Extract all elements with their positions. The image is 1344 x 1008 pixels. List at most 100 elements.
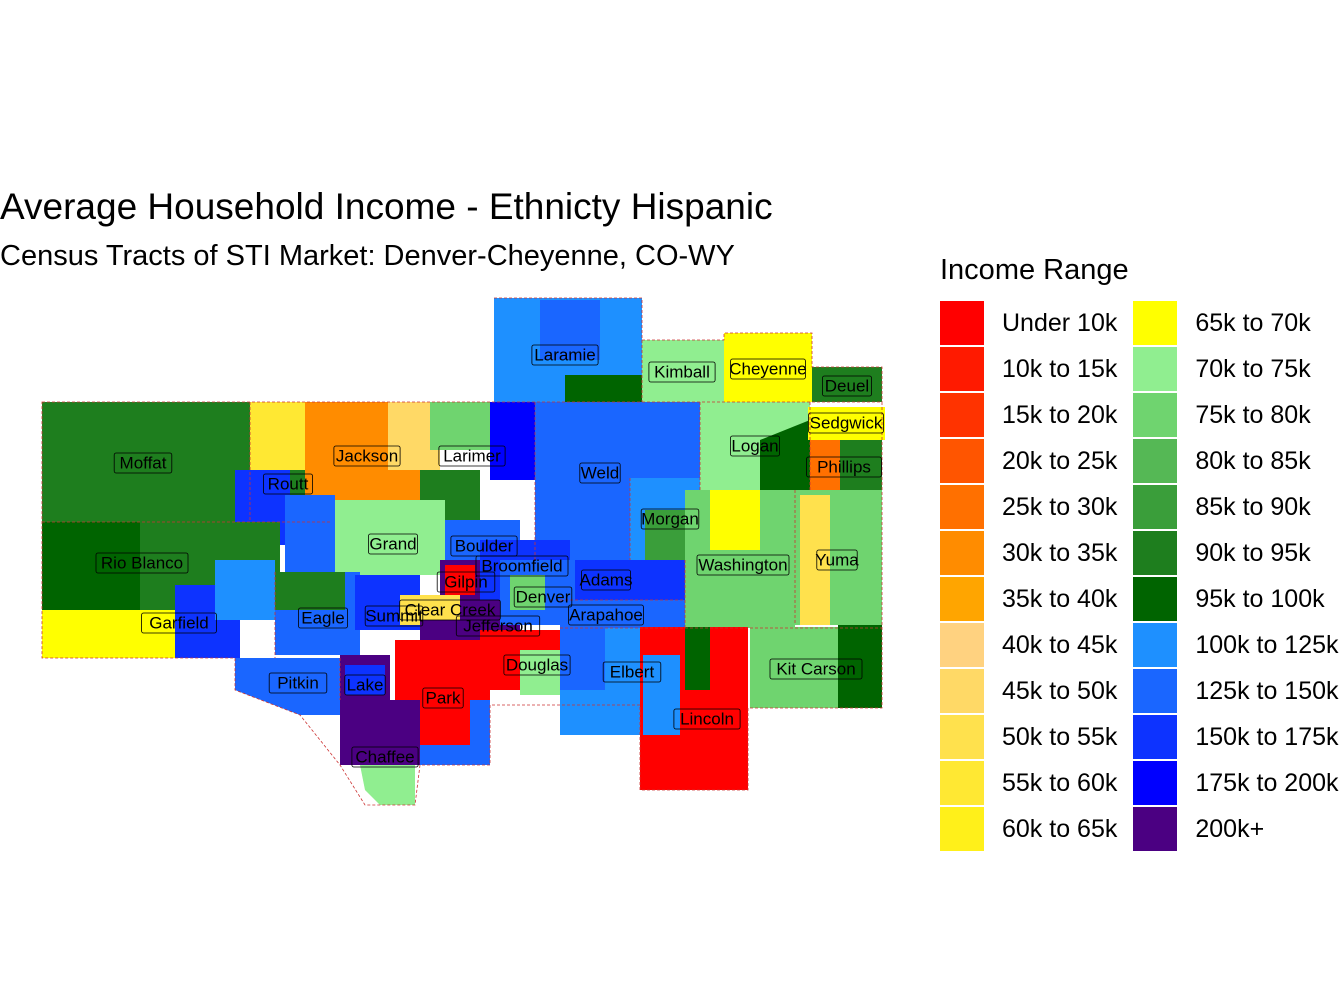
legend-item: 65k to 70k: [1133, 300, 1338, 346]
legend-label: 100k to 125k: [1195, 630, 1339, 659]
county-label-jefferson: Jefferson: [455, 615, 541, 637]
region-rio-blanco-dark: [42, 522, 140, 610]
legend-swatch: [940, 347, 984, 391]
legend-item: 150k to 175k: [1133, 714, 1339, 760]
legend-label: 35k to 40k: [1002, 584, 1118, 613]
county-label-morgan: Morgan: [640, 508, 700, 530]
region-cheyenne: [724, 333, 812, 402]
region-douglas-green: [520, 650, 560, 695]
county-label-arapahoe: Arapahoe: [568, 604, 644, 626]
legend-swatch: [1133, 623, 1178, 667]
legend-label: 200k+: [1195, 814, 1265, 843]
legend-item: 25k to 30k: [940, 484, 1117, 530]
legend-swatch: [1133, 439, 1178, 483]
county-label-lake: Lake: [344, 674, 386, 696]
legend-label: 50k to 55k: [1002, 722, 1118, 751]
county-label-adams: Adams: [580, 569, 633, 591]
county-label-eagle: Eagle: [298, 607, 348, 629]
legend-label: 55k to 60k: [1002, 768, 1118, 797]
county-label-text: Lake: [347, 676, 384, 695]
county-label-deuel: Deuel: [822, 375, 872, 397]
legend-item: 85k to 90k: [1133, 484, 1338, 530]
county-label-text: Adams: [580, 571, 633, 590]
legend-label: 90k to 95k: [1195, 538, 1311, 567]
region-routt-yellow: [250, 402, 305, 470]
county-label-chaffee: Chaffee: [351, 746, 419, 768]
county-label-yuma: Yuma: [815, 549, 859, 571]
county-label-text: Jackson: [336, 447, 398, 466]
legend-item: 75k to 80k: [1133, 392, 1338, 438]
county-label-garfield: Garfield: [141, 612, 217, 634]
map-subtitle: Census Tracts of STI Market: Denver-Chey…: [0, 240, 735, 272]
county-label-kimball: Kimball: [648, 361, 716, 383]
county-label-phillips: Phillips: [806, 456, 882, 478]
region-sedgwick: [808, 407, 885, 440]
legend-swatch: [1133, 669, 1178, 713]
legend-label: 95k to 100k: [1195, 584, 1325, 613]
legend-item: 95k to 100k: [1133, 576, 1338, 622]
county-label-text: Rio Blanco: [101, 554, 183, 573]
region-lincoln-green: [685, 627, 710, 690]
region-chaffee-south: [360, 765, 415, 805]
county-label-text: Pitkin: [277, 674, 319, 693]
legend-item: 100k to 125k: [1133, 622, 1339, 668]
legend-swatch: [940, 485, 984, 529]
map-title: Average Household Income - Ethnicty Hisp…: [0, 186, 773, 227]
county-boundaries: [41, 297, 883, 806]
legend-label: 80k to 85k: [1195, 446, 1311, 475]
region-laramie-south: [565, 375, 642, 402]
county-label-text: Grand: [369, 535, 416, 554]
legend-swatch: [940, 669, 984, 713]
legend-item: 80k to 85k: [1133, 438, 1338, 484]
legend-label: 40k to 45k: [1002, 630, 1118, 659]
county-label-text: Kit Carson: [776, 660, 855, 679]
legend-item: 175k to 200k: [1133, 760, 1339, 806]
county-label-text: Cheyenne: [729, 360, 807, 379]
county-label-douglas: Douglas: [503, 654, 571, 676]
county-label-routt: Routt: [263, 473, 313, 495]
legend-label: 70k to 75k: [1195, 354, 1311, 383]
legend-label: Under 10k: [1002, 308, 1118, 337]
legend-column-2: 65k to 70k 70k to 75k 75k to 80k 80k to 85k…: [1133, 300, 1339, 852]
county-label-text: Lincoln: [680, 710, 734, 729]
legend-item: 35k to 40k: [940, 576, 1117, 622]
legend-swatch: [1133, 301, 1178, 345]
region-metro-red: [445, 565, 475, 595]
county-label-text: Eagle: [301, 609, 344, 628]
county-label-jackson: Jackson: [333, 445, 401, 467]
region-logan-green: [760, 420, 810, 490]
county-label-text: Larimer: [443, 447, 501, 466]
county-label-text: Sedgwick: [810, 414, 883, 433]
region-kit-carson: [750, 627, 838, 708]
legend-item: 45k to 50k: [940, 668, 1117, 714]
county-label-grand: Grand: [368, 533, 418, 555]
legend-label: 75k to 80k: [1195, 400, 1311, 429]
legend-label: 65k to 70k: [1195, 308, 1311, 337]
county-label-moffat: Moffat: [113, 452, 173, 474]
county-label-text: Boulder: [455, 537, 514, 556]
region-eagle-green: [275, 572, 345, 610]
legend-swatch: [1133, 761, 1178, 805]
legend-label: 20k to 25k: [1002, 446, 1118, 475]
legend-title: Income Range: [940, 254, 1129, 286]
region-garfield-light: [215, 560, 275, 620]
county-label-logan: Logan: [730, 435, 780, 457]
county-label-text: Garfield: [149, 614, 209, 633]
county-label-text: Moffat: [120, 454, 167, 473]
legend-swatch: [1133, 347, 1178, 391]
county-label-weld: Weld: [579, 462, 621, 484]
legend-label: 45k to 50k: [1002, 676, 1118, 705]
legend-item: 20k to 25k: [940, 438, 1117, 484]
region-washington-yellow: [710, 490, 760, 550]
region-morgan-green: [645, 510, 690, 560]
legend-label: 125k to 150k: [1195, 676, 1339, 705]
legend-item: 15k to 20k: [940, 392, 1117, 438]
county-label-text: Chaffee: [355, 748, 414, 767]
region-yuma-yellow: [800, 495, 830, 625]
legend-item: 70k to 75k: [1133, 346, 1338, 392]
legend-swatch: [940, 577, 984, 621]
legend-item: 40k to 45k: [940, 622, 1117, 668]
county-label-text: Routt: [268, 475, 309, 494]
county-label-text: Logan: [731, 437, 778, 456]
county-label-text: Elbert: [610, 663, 655, 682]
